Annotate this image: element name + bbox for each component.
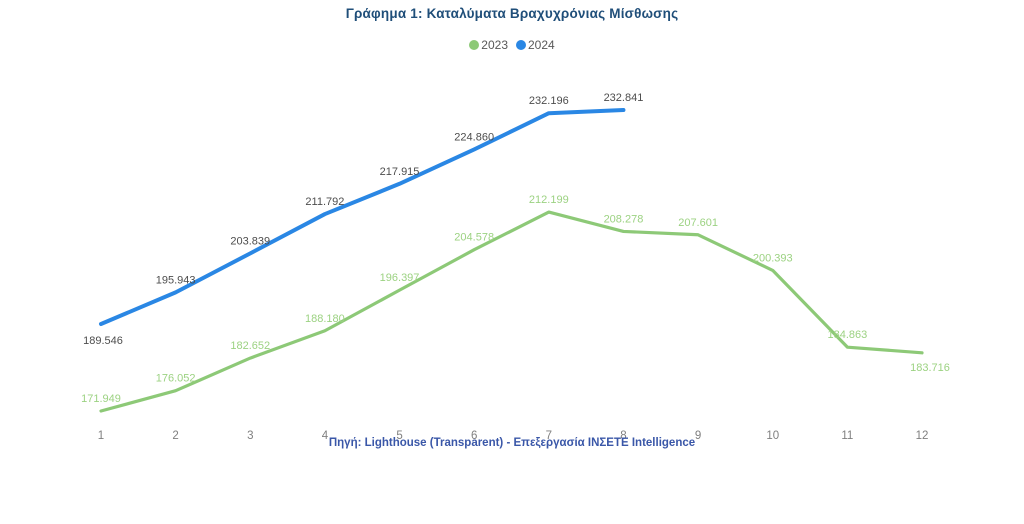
- x-axis-tick-label: 8: [620, 430, 626, 442]
- series-line-2023: [99, 210, 924, 413]
- data-label-2024: 232.196: [529, 95, 569, 107]
- data-label-2023: 196.397: [380, 272, 420, 284]
- chart-legend: 2023 2024: [0, 38, 1024, 52]
- data-label-2023: 207.601: [678, 217, 718, 229]
- data-label-2023: 182.652: [230, 340, 270, 352]
- data-label-2024: 195.943: [156, 274, 196, 286]
- x-axis-tick-label: 5: [396, 430, 402, 442]
- data-label-2023: 188.180: [305, 313, 345, 325]
- x-axis-tick-label: 9: [695, 430, 701, 442]
- legend-item-2024[interactable]: 2024: [516, 38, 555, 52]
- data-label-2023: 208.278: [604, 213, 644, 225]
- data-label-2023: 200.393: [753, 252, 793, 264]
- source-caption: Πηγή: Lighthouse (Transparent) - Επεξεργ…: [328, 437, 696, 449]
- data-label-2024: 217.915: [380, 166, 420, 178]
- x-axis-tick-label: 4: [322, 430, 329, 442]
- x-axis-tick-label: 6: [471, 430, 477, 442]
- x-axis-tick-label: 2: [172, 430, 178, 442]
- data-label-2024: 232.841: [604, 92, 644, 104]
- legend-item-2023[interactable]: 2023: [469, 38, 508, 52]
- x-axis-tick-label: 12: [916, 430, 929, 442]
- x-axis-tick-label: 10: [766, 430, 779, 442]
- data-label-2024: 211.792: [305, 196, 344, 208]
- x-axis-tick-label: 7: [546, 430, 552, 442]
- legend-label-2024: 2024: [528, 38, 555, 52]
- data-label-2023: 184.863: [827, 329, 867, 341]
- x-axis-tick-label: 3: [247, 430, 253, 442]
- series-line-2024: [99, 108, 626, 327]
- legend-swatch-2024-icon: [516, 40, 526, 50]
- data-label-2023: 204.578: [454, 232, 494, 244]
- data-label-2023: 212.199: [529, 194, 569, 206]
- legend-label-2023: 2023: [481, 38, 508, 52]
- data-label-2023: 183.716: [910, 362, 950, 374]
- chart-title: Γράφημα 1: Καταλύματα Βραχυχρόνιας Μίσθω…: [345, 6, 679, 21]
- data-label-2023: 176.052: [156, 373, 196, 385]
- legend-swatch-2023-icon: [469, 40, 480, 50]
- data-label-2024: 224.860: [454, 131, 494, 143]
- x-axis-tick-label: 1: [98, 430, 104, 442]
- data-label-2024: 203.839: [230, 235, 270, 247]
- x-axis-tick-label: 11: [841, 430, 853, 442]
- data-label-2023: 171.949: [81, 393, 121, 405]
- data-label-2024: 189.546: [83, 335, 123, 347]
